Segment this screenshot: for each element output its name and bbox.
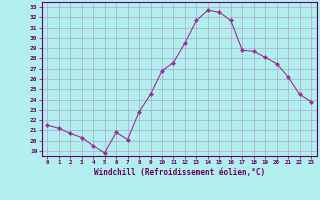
X-axis label: Windchill (Refroidissement éolien,°C): Windchill (Refroidissement éolien,°C) xyxy=(94,168,265,177)
